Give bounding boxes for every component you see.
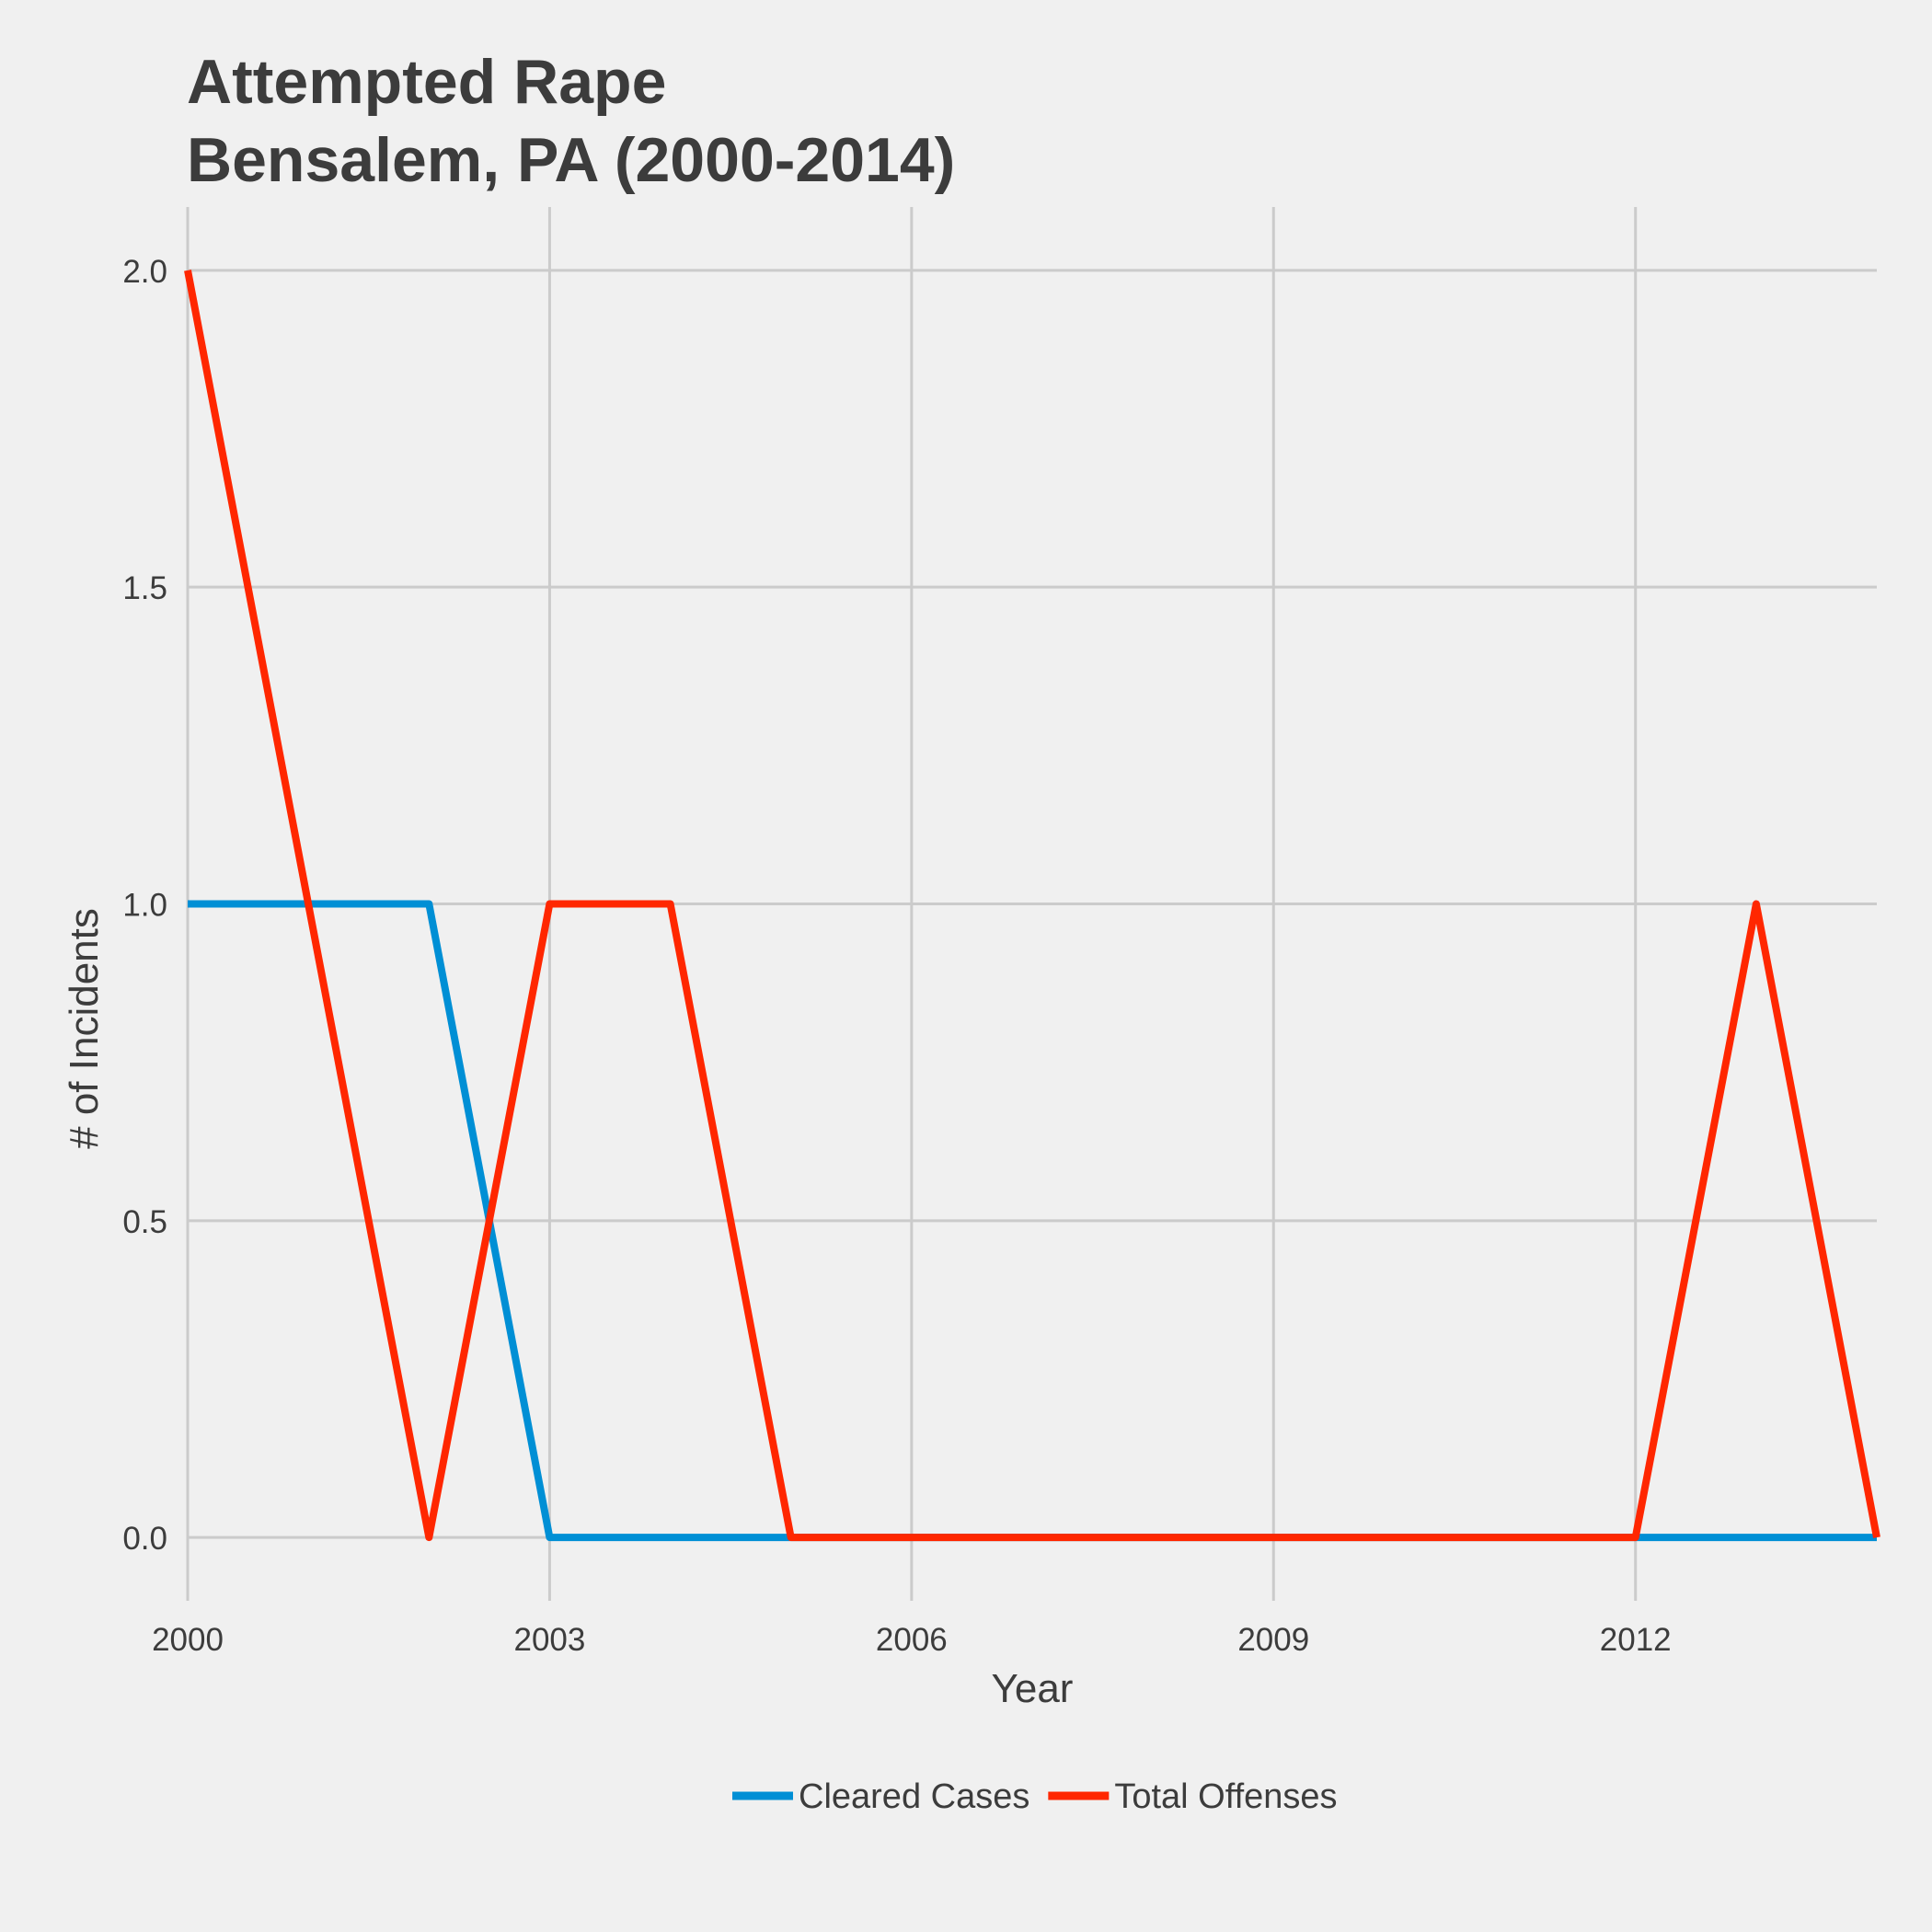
grid (186, 207, 1877, 1601)
y-axis-ticks: 0.0 0.5 1.0 1.5 2.0 (122, 254, 167, 1557)
legend-label-0: Cleared Cases (799, 1777, 1029, 1816)
x-tick-label: 2000 (152, 1622, 224, 1658)
legend-label-1: Total Offenses (1114, 1777, 1337, 1816)
x-tick-label: 2003 (513, 1622, 585, 1658)
y-tick-label: 2.0 (122, 254, 167, 290)
chart-subtitle: Bensalem, PA (2000-2014) (187, 125, 955, 195)
y-axis-title: # of Incidents (62, 908, 107, 1149)
y-tick-label: 0.0 (122, 1521, 167, 1557)
series-line-1 (184, 270, 1880, 1542)
x-tick-label: 2009 (1237, 1622, 1309, 1658)
chart-title: Attempted Rape (187, 47, 666, 117)
legend: Cleared Cases Total Offenses (732, 1777, 1338, 1816)
x-axis-title: Year (992, 1666, 1074, 1711)
x-tick-label: 2012 (1600, 1622, 1672, 1658)
series-lines (184, 270, 1880, 1542)
x-axis-ticks: 2000 2003 2006 2009 2012 (152, 1622, 1672, 1658)
x-tick-label: 2006 (876, 1622, 948, 1658)
y-tick-label: 0.5 (122, 1204, 167, 1240)
y-tick-label: 1.5 (122, 570, 167, 606)
y-tick-label: 1.0 (122, 888, 167, 924)
